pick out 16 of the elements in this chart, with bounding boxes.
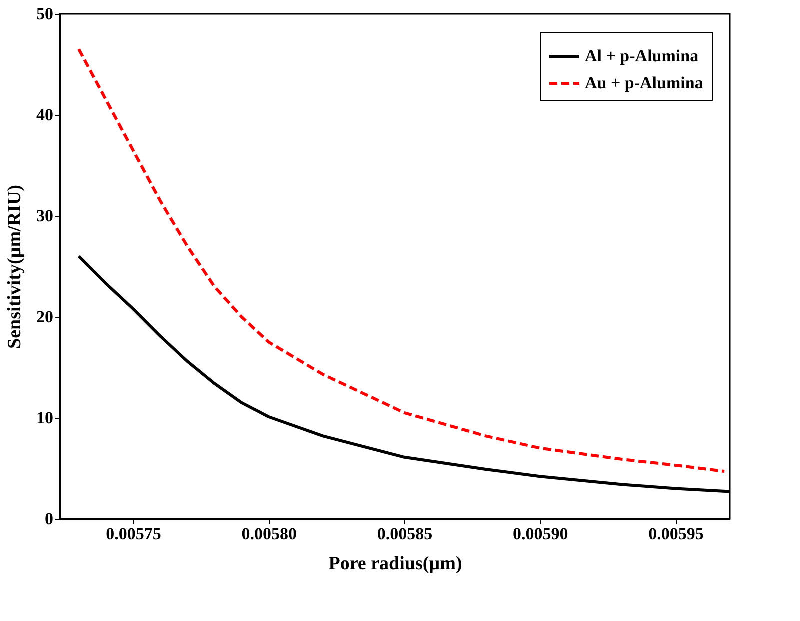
x-tick-label: 0.00580: [242, 524, 297, 544]
y-axis-title: Sensitivity(µm/RIU): [4, 185, 26, 349]
y-tick-label: 40: [36, 106, 54, 124]
y-tick-label: 50: [36, 4, 54, 24]
x-tick-label: 0.00595: [648, 524, 704, 544]
y-tick-label: 30: [36, 206, 54, 226]
line-series: [77, 48, 726, 474]
x-tick-label: 0.00575: [106, 524, 162, 544]
x-axis-title: Pore radius(µm): [328, 554, 462, 574]
y-tick-label: 10: [36, 408, 54, 428]
y-tick-label: 0: [45, 510, 54, 528]
x-tick-label: 0.00585: [377, 524, 433, 544]
legend-label: Au + p-Alumina: [585, 74, 704, 92]
legend-label: Al + p-Alumina: [585, 46, 700, 66]
y-tick-label: 20: [36, 308, 54, 326]
x-tick-label: 0.00590: [512, 524, 568, 544]
